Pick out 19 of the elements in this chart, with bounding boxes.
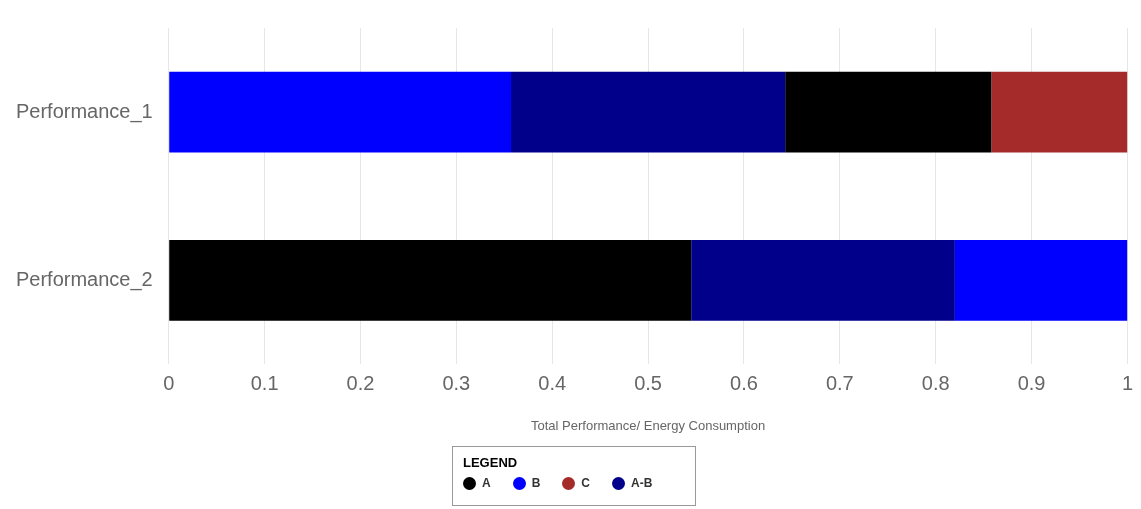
x-tick-label: 0.4 (538, 371, 567, 394)
legend-label: B (531, 476, 541, 490)
x-tick-label: 0.8 (921, 371, 950, 394)
x-tick-label: 0 (163, 371, 175, 394)
x-tick-label: 0.5 (634, 371, 662, 394)
x-tick-label: 0.1 (250, 371, 279, 394)
y-tick-label: Performance_1 (15, 99, 153, 123)
x-tick-label: 0.9 (1017, 371, 1046, 394)
legend-title: LEGEND (463, 455, 519, 470)
x-tick-label: 0.6 (730, 371, 758, 394)
x-tick-label: 0.2 (346, 371, 375, 394)
legend-label: C (581, 476, 591, 490)
x-tick-label: 0.3 (442, 371, 471, 394)
x-tick-label: 0.7 (825, 371, 854, 394)
x-axis-title: Total Performance/ Energy Consumption (531, 417, 766, 433)
y-tick-label: Performance_2 (15, 267, 153, 291)
legend-label: A (482, 476, 491, 490)
legend-label: A-B (631, 476, 653, 490)
x-tick-label: 1 (1121, 371, 1133, 394)
